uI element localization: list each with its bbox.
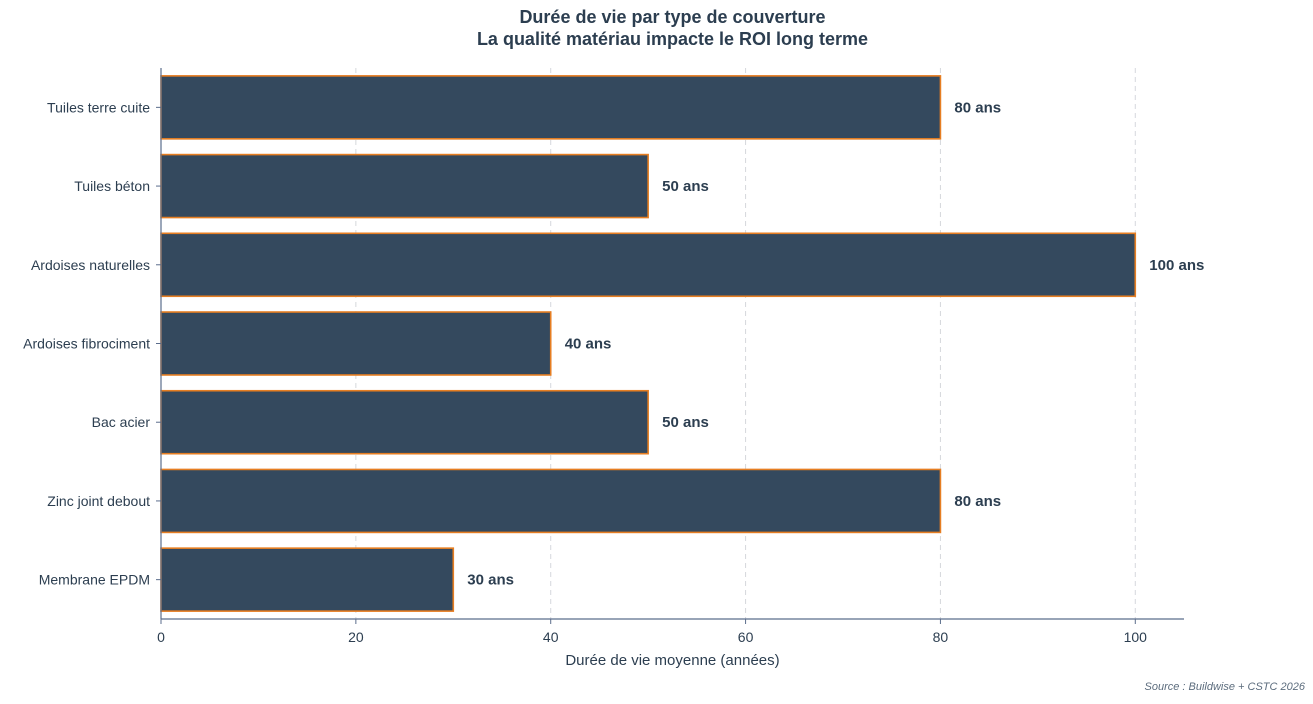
x-tick-label: 60 bbox=[738, 629, 754, 645]
data-label: 50 ans bbox=[662, 414, 709, 431]
bar bbox=[160, 232, 1137, 298]
bar bbox=[160, 153, 649, 219]
bar bbox=[160, 547, 455, 612]
category-label: Bac acier bbox=[92, 414, 151, 430]
data-label: 50 ans bbox=[662, 178, 709, 195]
source-note: Source : Buildwise + CSTC 2026 bbox=[1144, 681, 1306, 693]
data-label: 30 ans bbox=[467, 572, 514, 589]
data-label: 100 ans bbox=[1149, 257, 1204, 274]
bar bbox=[160, 389, 649, 455]
chart-title: Durée de vie par type de couverture bbox=[519, 7, 826, 27]
x-tick-label: 80 bbox=[933, 629, 949, 645]
data-label: 80 ans bbox=[954, 99, 1001, 116]
x-tick-label: 40 bbox=[543, 629, 559, 645]
bar bbox=[160, 468, 942, 534]
category-label: Ardoises naturelles bbox=[31, 257, 150, 273]
category-label: Ardoises fibrociment bbox=[23, 336, 150, 352]
category-label: Membrane EPDM bbox=[39, 572, 150, 588]
bar bbox=[160, 311, 552, 376]
x-tick-label: 0 bbox=[157, 629, 165, 645]
x-tick-label: 20 bbox=[348, 629, 364, 645]
x-tick-label: 100 bbox=[1124, 629, 1148, 645]
bar bbox=[160, 75, 942, 140]
chart-subtitle: La qualité matériau impacte le ROI long … bbox=[476, 29, 869, 49]
category-label: Zinc joint debout bbox=[47, 493, 150, 509]
category-label: Tuiles terre cuite bbox=[47, 99, 150, 115]
x-axis-title: Durée de vie moyenne (années) bbox=[565, 652, 779, 669]
category-label: Tuiles béton bbox=[74, 178, 150, 194]
data-label: 40 ans bbox=[565, 336, 612, 353]
data-label: 80 ans bbox=[954, 493, 1001, 510]
